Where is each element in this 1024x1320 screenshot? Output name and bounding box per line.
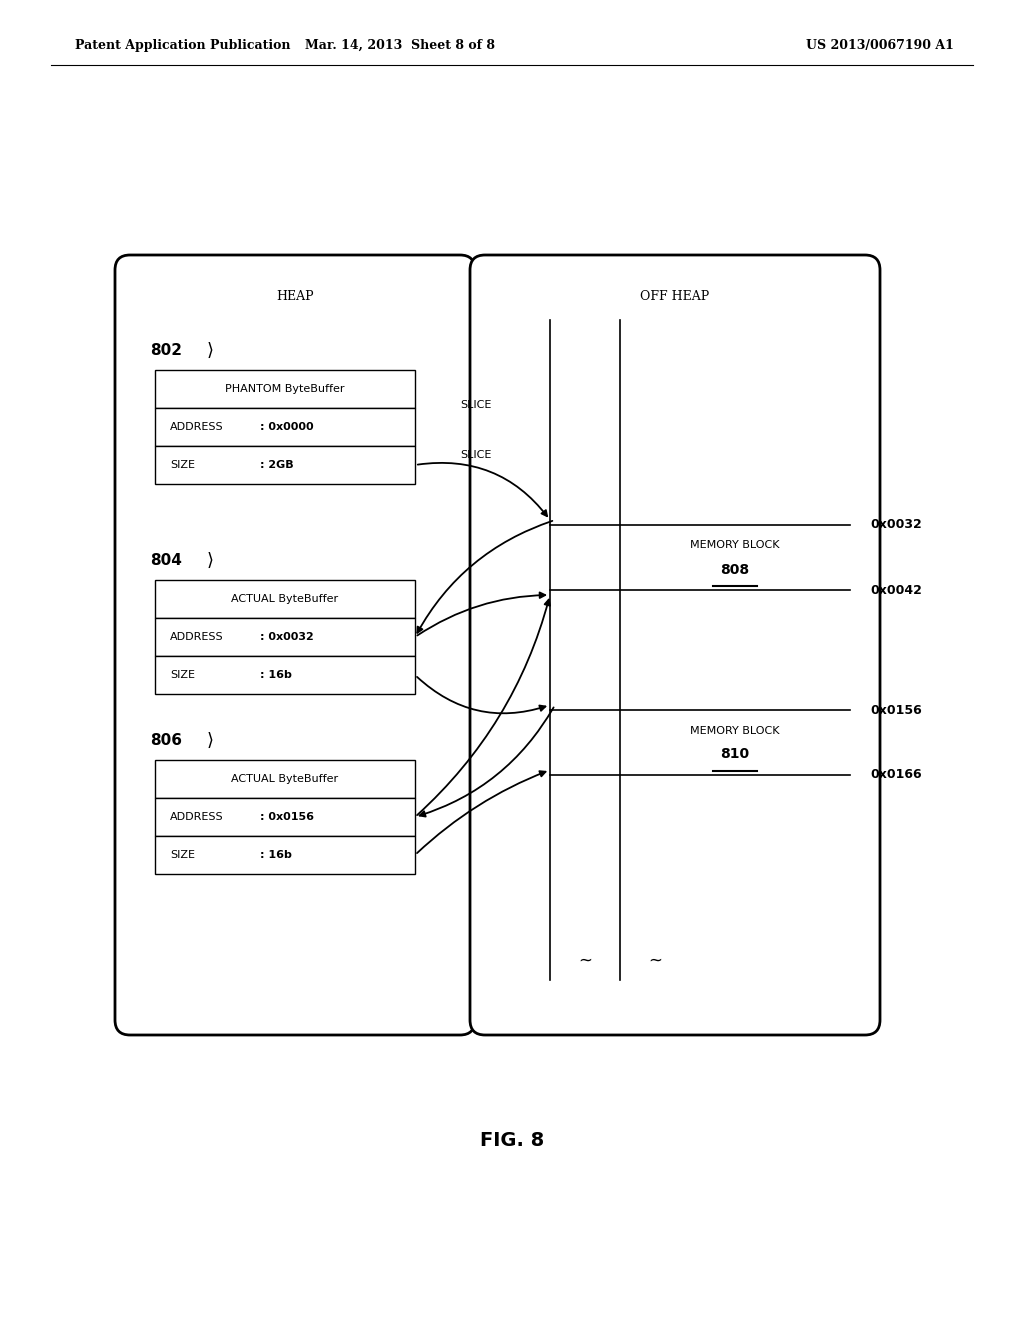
Text: PHANTOM ByteBuffer: PHANTOM ByteBuffer (225, 384, 345, 393)
Bar (155, 579, 415, 618)
Text: MEMORY BLOCK: MEMORY BLOCK (690, 726, 779, 735)
Text: ACTUAL ByteBuffer: ACTUAL ByteBuffer (231, 774, 339, 784)
Text: US 2013/0067190 A1: US 2013/0067190 A1 (806, 38, 954, 51)
Text: MEMORY BLOCK: MEMORY BLOCK (690, 540, 779, 550)
Text: : 2GB: : 2GB (260, 459, 294, 470)
Bar (155, 656, 415, 694)
Text: ~: ~ (578, 952, 592, 970)
Text: SLICE: SLICE (460, 450, 492, 459)
Text: : 0x0000: : 0x0000 (260, 422, 313, 432)
Text: ⟩: ⟩ (207, 342, 214, 360)
Text: : 16b: : 16b (260, 850, 292, 861)
Text: 810: 810 (721, 747, 750, 762)
Text: 808: 808 (721, 562, 750, 577)
Bar (155, 408, 415, 446)
Bar (155, 836, 415, 874)
Text: SIZE: SIZE (170, 850, 195, 861)
Text: Patent Application Publication: Patent Application Publication (75, 38, 291, 51)
Text: SLICE: SLICE (460, 400, 492, 411)
Bar (155, 799, 415, 836)
Text: 0x0032: 0x0032 (870, 519, 922, 532)
Text: ADDRESS: ADDRESS (170, 632, 223, 642)
Text: ADDRESS: ADDRESS (170, 812, 223, 822)
Bar (155, 370, 415, 408)
Text: ACTUAL ByteBuffer: ACTUAL ByteBuffer (231, 594, 339, 605)
Text: FIG. 8: FIG. 8 (480, 1130, 544, 1150)
Text: 806: 806 (150, 733, 182, 748)
Text: ADDRESS: ADDRESS (170, 422, 223, 432)
Text: : 16b: : 16b (260, 671, 292, 680)
Text: SIZE: SIZE (170, 459, 195, 470)
Text: 0x0166: 0x0166 (870, 768, 922, 781)
Text: : 0x0032: : 0x0032 (260, 632, 313, 642)
Text: OFF HEAP: OFF HEAP (640, 290, 710, 304)
Text: 0x0156: 0x0156 (870, 704, 922, 717)
Text: ⟩: ⟩ (207, 552, 214, 570)
FancyBboxPatch shape (115, 255, 475, 1035)
Text: ⟩: ⟩ (207, 733, 214, 750)
Text: Mar. 14, 2013  Sheet 8 of 8: Mar. 14, 2013 Sheet 8 of 8 (305, 38, 495, 51)
Text: 0x0042: 0x0042 (870, 583, 922, 597)
Bar (155, 618, 415, 656)
Text: HEAP: HEAP (276, 290, 313, 304)
FancyBboxPatch shape (470, 255, 880, 1035)
Bar (155, 446, 415, 484)
Bar (155, 760, 415, 799)
Text: 804: 804 (150, 553, 182, 568)
Text: SIZE: SIZE (170, 671, 195, 680)
Text: 802: 802 (150, 343, 182, 358)
Text: : 0x0156: : 0x0156 (260, 812, 314, 822)
Text: ~: ~ (648, 952, 662, 970)
